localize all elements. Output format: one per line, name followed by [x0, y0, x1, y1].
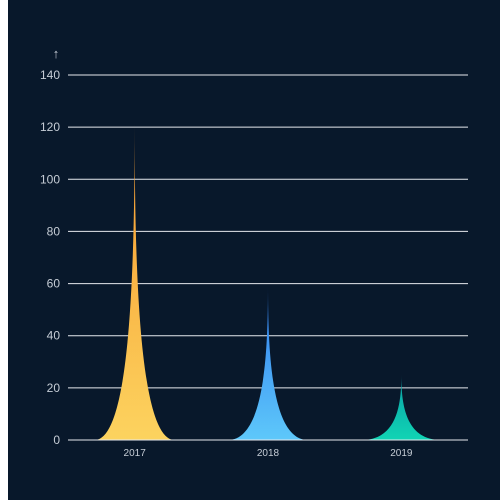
x-tick-label: 2018 [257, 448, 280, 459]
y-tick-label: 40 [47, 329, 61, 343]
bar-2019 [361, 374, 442, 440]
y-tick-label: 0 [53, 433, 60, 447]
x-tick-label: 2019 [390, 448, 413, 459]
x-tick-labels: 2017 2018 2019 [124, 448, 413, 459]
y-tick-label: 80 [47, 224, 61, 238]
y-tick-label: 100 [40, 172, 60, 186]
bar-2017 [94, 121, 175, 440]
y-tick-label: 20 [47, 381, 61, 395]
y-tick-label: 140 [40, 68, 60, 82]
bar-2018 [228, 286, 308, 440]
y-tick-labels: 0 20 40 60 80 100 120 140 [40, 68, 60, 447]
y-tick-label: 120 [40, 120, 60, 134]
x-tick-label: 2017 [124, 448, 147, 459]
y-axis-arrow-icon: ↑ [53, 46, 60, 61]
y-tick-label: 60 [47, 277, 61, 291]
bar-layer [94, 121, 442, 440]
